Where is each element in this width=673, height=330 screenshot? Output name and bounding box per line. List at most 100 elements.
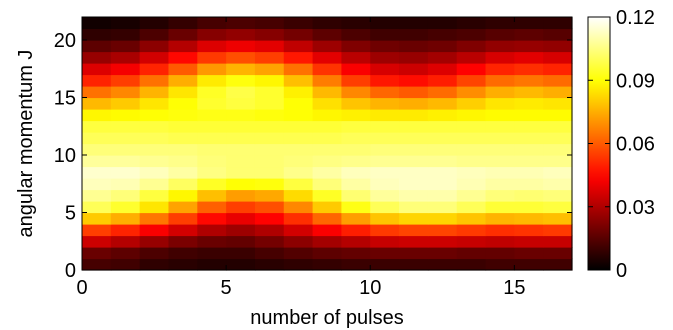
heatmap-cell <box>543 40 573 53</box>
heatmap-cell <box>139 201 170 214</box>
heatmap-cell <box>543 224 573 237</box>
heatmap-cell <box>254 28 285 41</box>
heatmap-cell <box>370 235 400 248</box>
heatmap-cell <box>312 40 343 53</box>
heatmap-cell <box>82 40 112 53</box>
heatmap-cell <box>514 212 544 225</box>
heatmap-cell <box>514 166 544 179</box>
heatmap-cell <box>283 178 314 191</box>
heatmap-cell <box>370 120 400 133</box>
heatmap-cell <box>110 258 141 271</box>
heatmap-cell <box>110 74 141 87</box>
heatmap-cell <box>226 166 256 179</box>
heatmap-cell <box>82 201 112 214</box>
heatmap-cell <box>197 132 227 145</box>
heatmap-cell <box>341 74 371 87</box>
heatmap-cell <box>139 63 170 76</box>
heatmap-cell <box>543 235 573 248</box>
heatmap-cell <box>341 224 371 237</box>
heatmap-cell <box>226 258 256 271</box>
heatmap-cell <box>341 40 371 53</box>
heatmap-cell <box>197 51 227 64</box>
heatmap-cell <box>312 97 343 110</box>
heatmap-cell <box>427 143 458 156</box>
heatmap-cell <box>283 143 314 156</box>
heatmap-cell <box>399 212 429 225</box>
heatmap-cell <box>110 120 141 133</box>
heatmap-cell <box>370 86 400 99</box>
heatmap-cell <box>341 132 371 145</box>
heatmap-cell <box>427 28 458 41</box>
heatmap-cell <box>399 120 429 133</box>
heatmap-cell <box>82 74 112 87</box>
heatmap-cell <box>168 86 198 99</box>
heatmap-cell <box>254 63 285 76</box>
heatmap-cell <box>485 74 515 87</box>
heatmap-cell <box>341 258 371 271</box>
heatmap-cell <box>456 143 487 156</box>
heatmap-cell <box>456 155 487 168</box>
heatmap-cell <box>110 201 141 214</box>
colorbar-tick-label: 0.03 <box>616 197 655 219</box>
heatmap-cell <box>485 143 515 156</box>
heatmap-cell <box>485 247 515 260</box>
heatmap-cell <box>226 235 256 248</box>
heatmap-cell <box>399 235 429 248</box>
heatmap-cell <box>485 17 515 30</box>
heatmap-cell <box>82 258 112 271</box>
heatmap-cell <box>168 224 198 237</box>
heatmap-cell <box>427 212 458 225</box>
heatmap-cell <box>312 63 343 76</box>
heatmap-cell <box>168 189 198 202</box>
heatmap-cell <box>226 51 256 64</box>
heatmap-cell <box>139 178 170 191</box>
heatmap-cell <box>226 109 256 122</box>
heatmap-cell <box>370 178 400 191</box>
heatmap-cell <box>254 40 285 53</box>
heatmap-cell <box>543 109 573 122</box>
heatmap-cell <box>514 40 544 53</box>
heatmap-cell <box>283 86 314 99</box>
heatmap-cell <box>543 166 573 179</box>
heatmap-cell <box>485 155 515 168</box>
heatmap-cell <box>514 247 544 260</box>
heatmap-cell <box>168 28 198 41</box>
heatmap-cell <box>370 247 400 260</box>
heatmap-cell <box>197 86 227 99</box>
heatmap-cell <box>82 247 112 260</box>
colorbar-tick-label: 0.09 <box>616 70 655 92</box>
heatmap-cell <box>168 51 198 64</box>
heatmap-cell <box>514 86 544 99</box>
heatmap-cell <box>197 258 227 271</box>
heatmap-cell <box>456 178 487 191</box>
heatmap-cell <box>197 224 227 237</box>
heatmap-cell <box>399 224 429 237</box>
heatmap-cell <box>139 51 170 64</box>
heatmap-cell <box>341 120 371 133</box>
heatmap-cell <box>110 247 141 260</box>
x-tick-label: 0 <box>76 277 87 299</box>
heatmap-cell <box>370 40 400 53</box>
heatmap-cell <box>514 28 544 41</box>
colorbar-ticks: 0 0.03 0.06 0.09 0.12 <box>588 7 655 282</box>
y-tick-label: 5 <box>65 203 76 225</box>
heatmap-cell <box>485 97 515 110</box>
heatmap-cell <box>427 40 458 53</box>
heatmap-cell <box>82 132 112 145</box>
heatmap-cell <box>226 86 256 99</box>
heatmap-cell <box>543 120 573 133</box>
heatmap-cell <box>110 224 141 237</box>
heatmap-cell <box>370 97 400 110</box>
heatmap-cell <box>226 97 256 110</box>
heatmap-cell <box>283 166 314 179</box>
heatmap-cell <box>254 166 285 179</box>
heatmap-cell <box>82 17 112 30</box>
heatmap-cell <box>485 40 515 53</box>
heatmap-cell <box>399 109 429 122</box>
heatmap-cell <box>514 132 544 145</box>
heatmap-cell <box>485 212 515 225</box>
heatmap-cell <box>514 235 544 248</box>
heatmap-cell <box>197 143 227 156</box>
heatmap-cell <box>456 86 487 99</box>
heatmap-cell <box>341 109 371 122</box>
